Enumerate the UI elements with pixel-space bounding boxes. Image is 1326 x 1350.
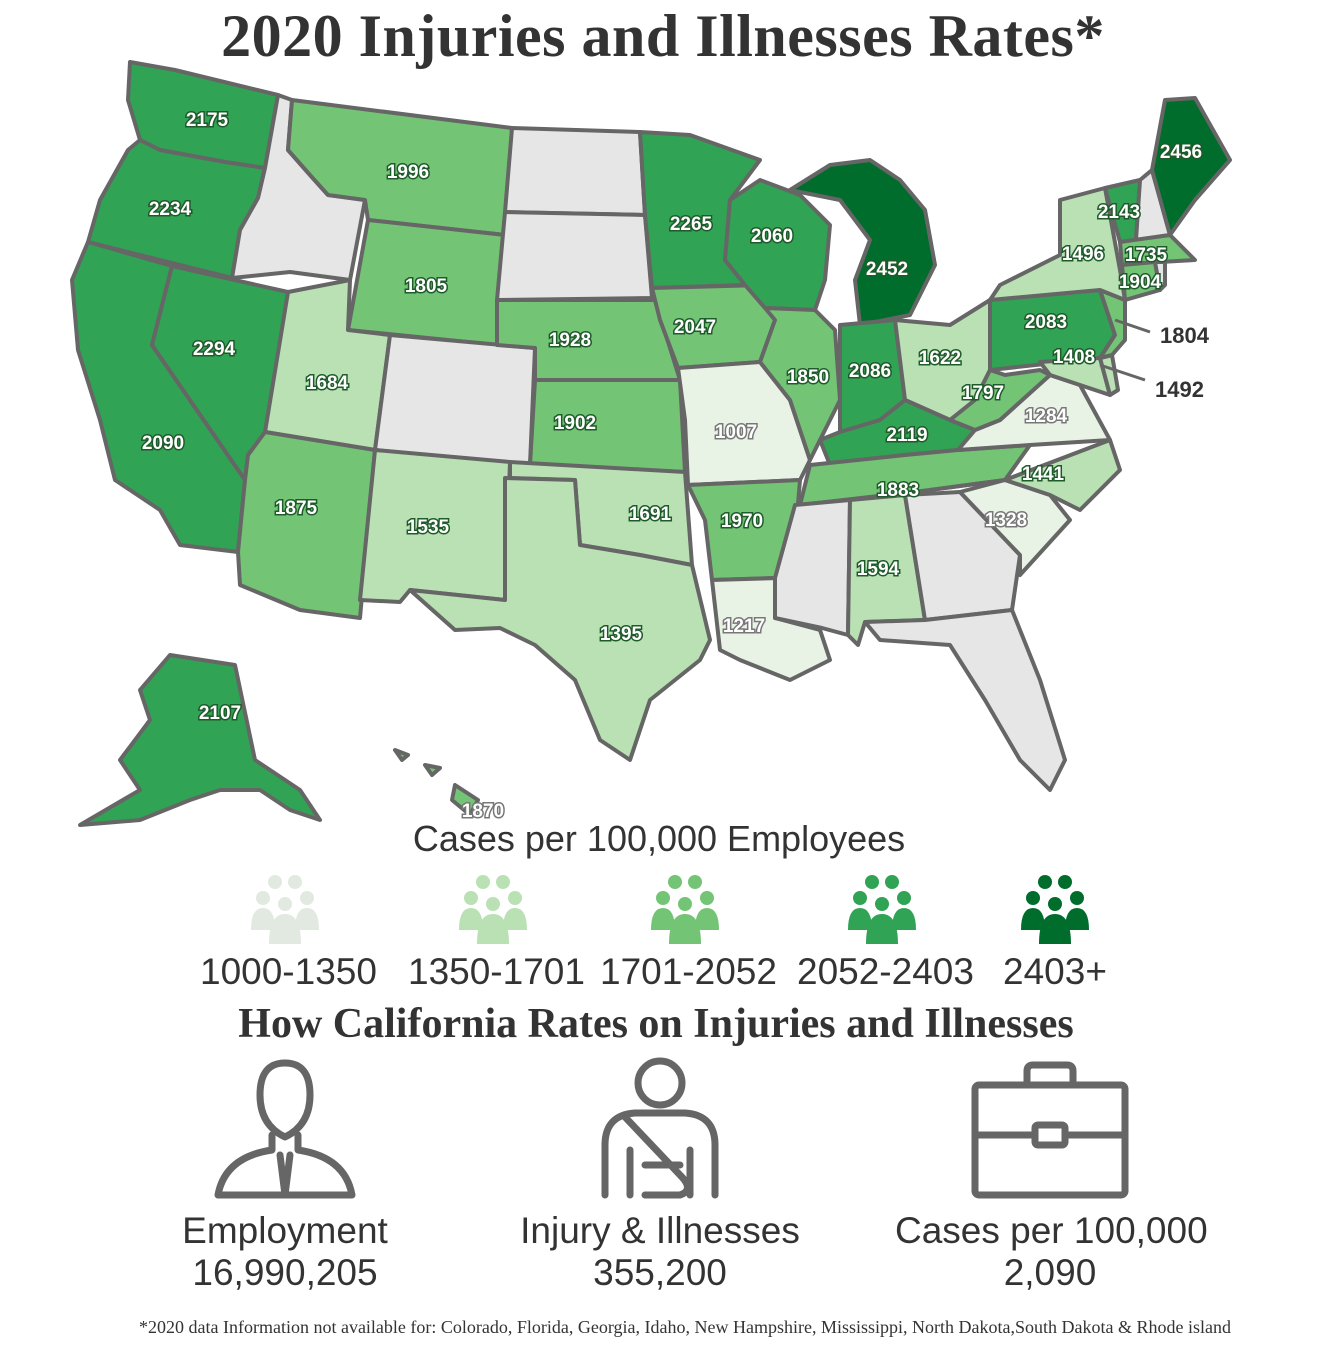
state-AZ	[236, 430, 377, 620]
label-WV: 1797	[962, 383, 1004, 404]
callout-NJ: 1804	[1160, 323, 1210, 348]
state-WV	[948, 368, 1052, 432]
state-GA	[903, 490, 1022, 622]
label-IA: 2047	[674, 317, 716, 338]
people-group-icon	[848, 875, 916, 944]
legend-bin-label: 2403+	[1003, 951, 1107, 992]
label-NE: 1928	[549, 330, 591, 351]
label-OK: 1691	[629, 504, 672, 525]
state-MD	[1038, 356, 1112, 397]
legend: 1000-1350 1350-1701 1701-2052 2052-2403	[0, 872, 1326, 992]
state-IL	[758, 306, 842, 462]
label-NV: 2294	[193, 339, 236, 360]
label-MT: 1996	[387, 162, 429, 183]
state-RI	[1153, 260, 1167, 292]
legend-bin-label: 1000-1350	[200, 951, 377, 992]
label-KY: 2119	[886, 425, 927, 446]
footnote: *2020 data Information not available for…	[139, 1317, 1231, 1337]
stat-value: 16,990,205	[192, 1252, 378, 1293]
label-ME: 2456	[1160, 142, 1202, 163]
label-NC: 1441	[1022, 464, 1065, 485]
state-MI	[788, 158, 937, 327]
state-NC	[928, 438, 1122, 512]
state-MA	[1118, 233, 1197, 267]
label-PA: 2083	[1025, 312, 1067, 333]
legend-bin-5: 2403+	[1000, 872, 1110, 993]
label-NM: 1535	[407, 517, 450, 538]
state-HI-3	[450, 783, 480, 817]
stat-injuries: Injury & Illnesses 355,200	[520, 1055, 800, 1294]
state-ME	[1150, 96, 1232, 237]
label-AL: 1594	[857, 559, 900, 580]
legend-bin-3: 1701-2052	[600, 872, 777, 993]
label-CA: 2090	[142, 433, 184, 454]
label-IL: 1850	[787, 367, 829, 388]
legend-bin-2: 1350-1701	[408, 872, 585, 993]
stat-label: Cases per 100,000	[895, 1210, 1208, 1251]
label-MA: 1735	[1125, 245, 1168, 266]
stat-value: 355,200	[593, 1252, 727, 1293]
label-MO: 1007	[715, 422, 757, 443]
label-WI: 2060	[751, 226, 793, 247]
stat-value: 2,090	[1003, 1252, 1097, 1293]
stat-employment: Employment 16,990,205	[170, 1055, 400, 1294]
state-FL	[863, 608, 1067, 792]
legend-bin-4: 2052-2403	[797, 872, 974, 993]
stat-label: Injury & Illnesses	[520, 1210, 800, 1251]
people-group-icon	[1021, 875, 1089, 944]
label-WA: 2175	[186, 110, 229, 131]
label-LA: 1217	[723, 616, 765, 637]
page-title: 2020 Injuries and Illnesses Rates*	[221, 3, 1105, 69]
label-VA: 1284	[1025, 406, 1068, 427]
people-group-icon	[459, 875, 527, 944]
stat-cases-per-100k: Cases per 100,000 2,090	[895, 1055, 1208, 1294]
label-KS: 1902	[554, 413, 596, 434]
label-AR: 1970	[721, 511, 763, 532]
label-AK: 2107	[199, 703, 241, 724]
legend-title: Cases per 100,000 Employees	[412, 818, 906, 859]
label-MN: 2265	[670, 214, 713, 235]
us-choropleth-map: 1804 1492 2175 2234 2090 2294 1996 1805 …	[70, 60, 1232, 827]
people-group-icon	[251, 875, 319, 944]
state-WI	[723, 178, 832, 312]
label-MI: 2452	[866, 259, 908, 280]
label-MD: 1408	[1053, 347, 1095, 368]
state-CO	[373, 333, 537, 467]
label-UT: 1684	[306, 373, 349, 394]
stat-label: Employment	[182, 1210, 388, 1251]
state-HI	[393, 748, 410, 762]
state-HI-2	[423, 763, 442, 777]
state-AK	[78, 653, 322, 827]
legend-bin-1: 1000-1350	[200, 872, 377, 993]
label-OR: 2234	[149, 199, 192, 220]
state-SD	[495, 210, 654, 302]
state-ND	[503, 126, 647, 217]
label-HI: 1870	[462, 801, 504, 822]
injured-arm-sling-icon	[601, 1057, 719, 1199]
legend-bin-label: 1350-1701	[408, 951, 585, 992]
label-TX: 1395	[600, 624, 643, 645]
label-AZ: 1875	[275, 498, 318, 519]
state-TX	[408, 476, 712, 762]
briefcase-icon	[971, 1061, 1129, 1199]
state-NY	[988, 186, 1127, 302]
label-WY: 1805	[405, 276, 448, 297]
label-OH: 1622	[919, 348, 961, 369]
label-VT: 2143	[1098, 202, 1140, 223]
legend-bin-label: 2052-2403	[797, 951, 974, 992]
california-heading: How California Rates on Injuries and Ill…	[238, 1001, 1074, 1047]
label-NY: 1496	[1062, 244, 1104, 265]
legend-bin-label: 1701-2052	[600, 951, 777, 992]
callout-DE: 1492	[1155, 377, 1204, 402]
people-group-icon	[651, 875, 719, 944]
person-icon	[214, 1059, 356, 1199]
label-TN: 1883	[877, 480, 919, 501]
label-IN: 2086	[849, 361, 891, 382]
label-CT: 1904	[1119, 272, 1162, 293]
label-SC: 1328	[985, 510, 1027, 531]
